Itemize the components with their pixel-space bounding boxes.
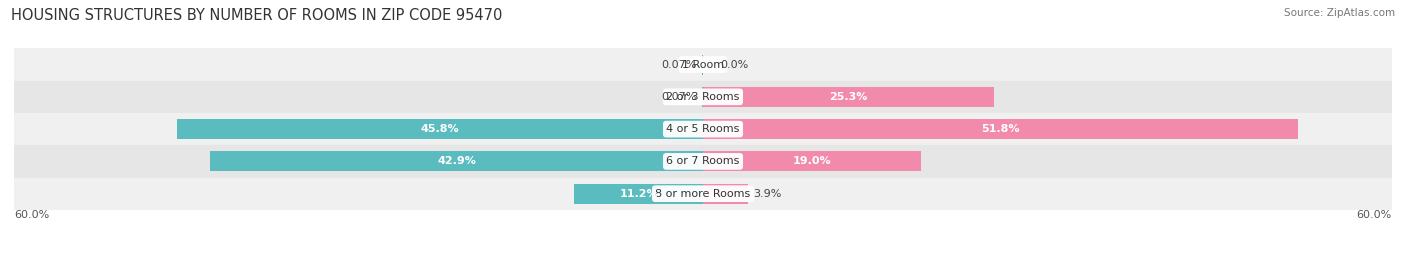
Text: 25.3%: 25.3% [830, 92, 868, 102]
Bar [703, 151, 921, 171]
Text: 3.9%: 3.9% [754, 189, 782, 199]
Text: 11.2%: 11.2% [620, 189, 658, 199]
Bar [703, 184, 748, 204]
Text: 2 or 3 Rooms: 2 or 3 Rooms [666, 92, 740, 102]
Text: 0.07%: 0.07% [661, 92, 696, 102]
Text: 60.0%: 60.0% [14, 210, 49, 220]
Text: 1 Room: 1 Room [682, 59, 724, 70]
Text: 6 or 7 Rooms: 6 or 7 Rooms [666, 156, 740, 167]
Text: 45.8%: 45.8% [420, 124, 460, 134]
Text: 51.8%: 51.8% [981, 124, 1019, 134]
Text: 19.0%: 19.0% [793, 156, 831, 167]
Bar [211, 151, 703, 171]
Bar [703, 119, 1298, 139]
Text: HOUSING STRUCTURES BY NUMBER OF ROOMS IN ZIP CODE 95470: HOUSING STRUCTURES BY NUMBER OF ROOMS IN… [11, 8, 502, 23]
Text: 4 or 5 Rooms: 4 or 5 Rooms [666, 124, 740, 134]
Bar [575, 184, 703, 204]
Text: Source: ZipAtlas.com: Source: ZipAtlas.com [1284, 8, 1395, 18]
Text: 8 or more Rooms: 8 or more Rooms [655, 189, 751, 199]
Text: 0.0%: 0.0% [720, 59, 748, 70]
Bar [14, 113, 1392, 145]
Text: 42.9%: 42.9% [437, 156, 477, 167]
Text: 0.07%: 0.07% [661, 59, 696, 70]
Bar [14, 145, 1392, 178]
Bar [14, 48, 1392, 81]
Bar [703, 87, 994, 107]
Text: 60.0%: 60.0% [1357, 210, 1392, 220]
Bar [14, 178, 1392, 210]
Bar [14, 81, 1392, 113]
Bar [177, 119, 703, 139]
